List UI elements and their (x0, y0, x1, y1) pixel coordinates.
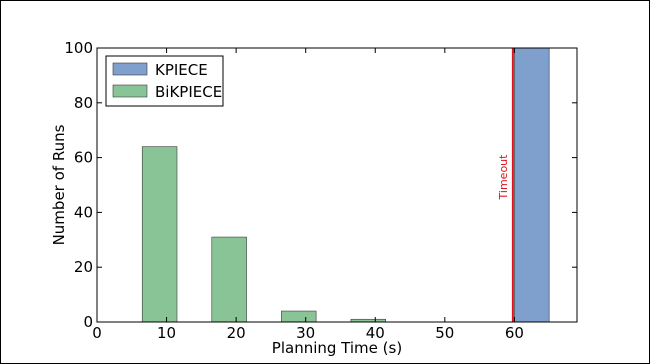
x-tick-label: 10 (157, 324, 176, 342)
bar-kpiece-0 (514, 47, 550, 323)
bars-layer (141, 47, 550, 323)
x-tick-label: 60 (505, 324, 524, 342)
legend-swatch-kpiece (112, 62, 148, 76)
x-tick-label: 50 (435, 324, 454, 342)
y-tick-label: 100 (64, 39, 93, 57)
legend-swatch-bikpiece (112, 84, 148, 98)
y-tick-label: 20 (74, 258, 93, 276)
legend-label-bikpiece: BiKPIECE (155, 83, 222, 101)
plot-area (96, 47, 578, 323)
x-tick-label: 30 (296, 324, 315, 342)
bar-bikpiece-2 (281, 310, 317, 323)
x-tick-label: 40 (366, 324, 385, 342)
x-axis-label: Planning Time (s) (272, 339, 402, 357)
y-tick-label: 0 (83, 313, 93, 331)
x-tick-label: 0 (92, 324, 102, 342)
y-axis-label: Number of Runs (50, 124, 68, 245)
timeout-label: Timeout (497, 154, 510, 201)
y-tick-label: 40 (74, 203, 93, 221)
x-tick-label: 20 (227, 324, 246, 342)
legend-label-kpiece: KPIECE (155, 61, 208, 79)
bar-bikpiece-0 (141, 146, 178, 323)
ticks-layer: 0 10 20 30 40 50 60 0 20 40 60 80 100 (64, 39, 577, 342)
annotations-layer: Timeout (497, 48, 514, 322)
legend: KPIECE BiKPIECE (105, 55, 224, 107)
y-tick-label: 80 (74, 94, 93, 112)
y-tick-label: 60 (74, 149, 93, 167)
bar-bikpiece-1 (211, 236, 247, 323)
